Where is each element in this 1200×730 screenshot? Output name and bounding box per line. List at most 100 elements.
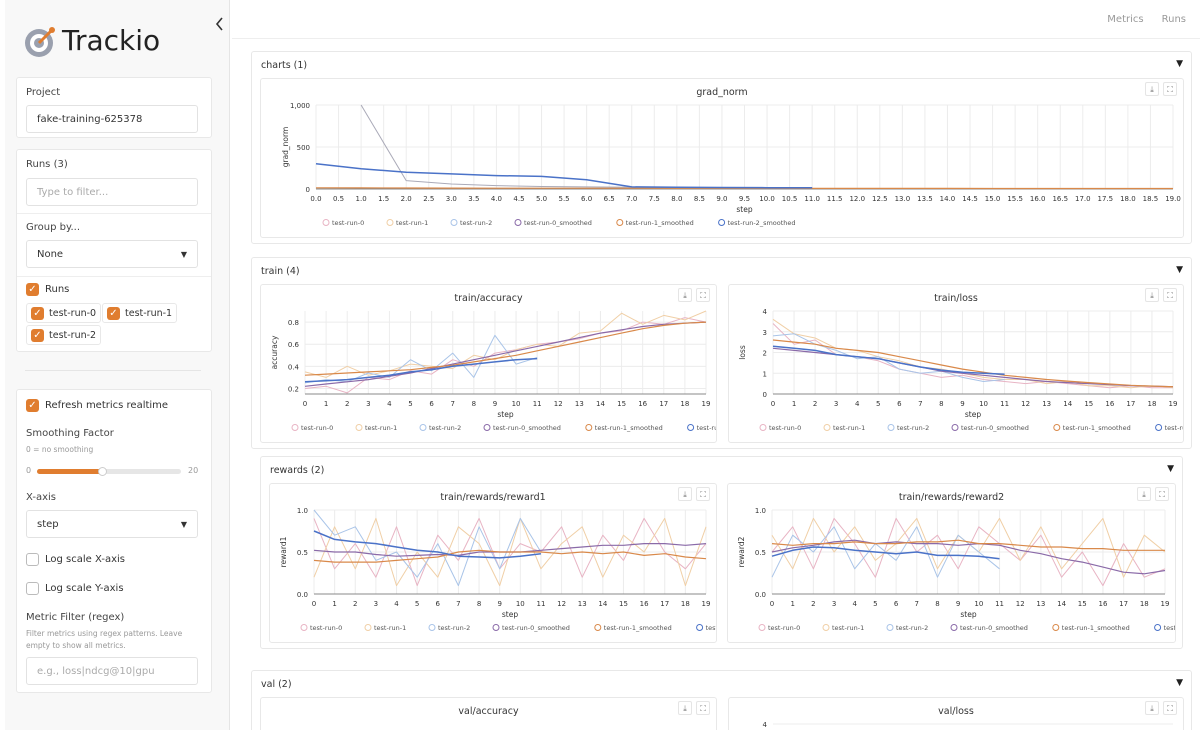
x-tick-label: 13 — [575, 400, 584, 408]
nav-runs[interactable]: Runs — [1161, 14, 1186, 25]
log-y-toggle[interactable]: Log scale Y-axis — [26, 582, 124, 595]
fullscreen-icon[interactable]: ⛶ — [1163, 701, 1177, 715]
chart-grad-norm: 0.0 0.5 1.0 1.5 2.0 2.5 3.0 3.5 4.0 4.5 5.0 5.5 6.0 6… — [281, 102, 1181, 227]
x-axis-label: step — [502, 610, 518, 619]
collapse-triangle-icon[interactable]: ▼ — [1167, 464, 1174, 474]
download-icon[interactable]: ⤓ — [678, 701, 692, 715]
metric-filter-placeholder: e.g., loss|ndcg@10|gpu — [37, 665, 155, 677]
legend-marker — [1155, 424, 1163, 431]
top-nav: Metrics Runs — [1107, 14, 1186, 25]
log-y-label: Log scale Y-axis — [45, 583, 124, 594]
divider — [25, 370, 201, 371]
x-tick-label: 10 — [979, 400, 988, 408]
x-tick-label: 17 — [659, 400, 668, 408]
smoothing-slider[interactable] — [37, 467, 181, 476]
refresh-label: Refresh metrics realtime — [45, 400, 169, 411]
legend-marker — [514, 219, 522, 226]
y-tick-label: 0.0 — [755, 591, 766, 599]
x-tick-label: 3.5 — [468, 195, 479, 203]
smoothing-slider-thumb[interactable] — [97, 467, 107, 476]
group-val-title[interactable]: val (2) — [261, 679, 292, 690]
fullscreen-icon[interactable]: ⛶ — [696, 288, 710, 302]
x-tick-label: 2 — [811, 600, 815, 608]
x-axis-label: step — [960, 610, 976, 619]
series-line-test-run-1_smoothed — [772, 339, 1174, 388]
log-x-toggle[interactable]: Log scale X-axis — [26, 553, 125, 566]
plot-reward2: train/rewards/reward2 ⤓ ⛶ 0 1 2 3 4 5 6 7 8 9 10 11 1… — [727, 483, 1176, 643]
group-by-select[interactable]: None ▼ — [26, 240, 198, 268]
x-tick-label: 6 — [429, 400, 434, 408]
nav-metrics[interactable]: Metrics — [1107, 14, 1144, 25]
legend-label: test-run-2 — [438, 624, 470, 632]
x-tick-label: 18 — [680, 400, 689, 408]
chart-train-loss: 0 1 2 3 4 5 6 7 8 9 10 11 12 13 14 15 16 17 18 1901234stepl… — [738, 308, 1183, 432]
fullscreen-icon[interactable]: ⛶ — [1155, 487, 1169, 501]
collapse-triangle-icon[interactable]: ▼ — [1176, 59, 1183, 69]
run-filter-input[interactable]: Type to filter... — [26, 178, 198, 206]
x-tick-label: 19 — [702, 600, 711, 608]
fullscreen-icon[interactable]: ⛶ — [1163, 288, 1177, 302]
metric-filter-input[interactable]: e.g., loss|ndcg@10|gpu — [26, 657, 198, 685]
run-chip-label: test-run-0 — [49, 307, 97, 319]
group-charts-title[interactable]: charts (1) — [261, 60, 308, 71]
legend-marker — [594, 624, 602, 631]
legend-label: test-run-1_smoothed — [1062, 624, 1130, 632]
group-rewards-title[interactable]: rewards (2) — [270, 465, 325, 476]
xaxis-select[interactable]: step ▼ — [26, 510, 198, 538]
legend-marker — [886, 624, 894, 631]
x-tick-label: 6 — [436, 600, 441, 608]
x-tick-label: 16 — [640, 600, 649, 608]
legend-marker — [696, 624, 704, 631]
checkbox-checked-icon: ✓ — [31, 306, 44, 320]
collapse-triangle-icon[interactable]: ▼ — [1176, 678, 1183, 688]
y-tick-label: 1 — [763, 370, 767, 378]
download-icon[interactable]: ⤓ — [1137, 487, 1151, 501]
x-tick-label: 7.5 — [649, 195, 660, 203]
x-tick-label: 4 — [855, 400, 860, 408]
x-tick-label: 3 — [366, 400, 370, 408]
refresh-toggle[interactable]: ✓ Refresh metrics realtime — [26, 399, 168, 412]
download-icon[interactable]: ⤓ — [678, 288, 692, 302]
run-chip-test-run-1[interactable]: ✓ test-run-1 — [102, 303, 178, 323]
metric-filter-title: Metric Filter (regex) — [26, 612, 125, 623]
series-line-test-run-2 — [304, 334, 538, 384]
y-axis-label: grad_norm — [281, 127, 290, 168]
legend-marker — [428, 624, 436, 631]
download-icon[interactable]: ⤓ — [1145, 288, 1159, 302]
x-tick-label: 8 — [472, 400, 476, 408]
y-axis-label: reward1 — [279, 536, 288, 567]
legend-marker — [291, 424, 299, 431]
x-tick-label: 10.5 — [782, 195, 798, 203]
fullscreen-icon[interactable]: ⛶ — [1163, 82, 1177, 96]
project-input[interactable]: fake-training-625378 — [26, 105, 198, 133]
collapse-sidebar-button[interactable] — [213, 16, 227, 32]
x-tick-label: 4 — [387, 400, 392, 408]
x-tick-label: 15 — [617, 400, 626, 408]
run-filter-placeholder: Type to filter... — [37, 186, 109, 198]
x-tick-label: 15.0 — [985, 195, 1001, 203]
run-chip-label: test-run-1 — [125, 307, 173, 319]
run-chip-test-run-0[interactable]: ✓ test-run-0 — [26, 303, 102, 323]
divider — [232, 38, 1200, 39]
checkbox-unchecked-icon — [26, 553, 39, 566]
download-icon[interactable]: ⤓ — [1145, 82, 1159, 96]
x-tick-label: 6 — [894, 600, 899, 608]
runs-toggle[interactable]: ✓ Runs — [26, 283, 69, 296]
download-icon[interactable]: ⤓ — [1145, 701, 1159, 715]
x-tick-label: 4.5 — [513, 195, 524, 203]
fullscreen-icon[interactable]: ⛶ — [696, 701, 710, 715]
group-by-label: Group by... — [26, 222, 80, 233]
fullscreen-icon[interactable]: ⛶ — [696, 487, 710, 501]
x-tick-label: 11 — [536, 600, 545, 608]
download-icon[interactable]: ⤓ — [678, 487, 692, 501]
xaxis-value: step — [37, 518, 59, 530]
collapse-triangle-icon[interactable]: ▼ — [1176, 265, 1183, 275]
run-chip-test-run-2[interactable]: ✓ test-run-2 — [26, 325, 102, 345]
y-tick-label: 2 — [763, 350, 767, 358]
smoothing-slider-fill — [37, 469, 102, 474]
legend-label: test-run-1 — [374, 624, 406, 632]
runs-toggle-label: Runs — [45, 284, 70, 295]
y-axis-label: accuracy — [270, 335, 279, 369]
group-train-title[interactable]: train (4) — [261, 266, 300, 277]
x-tick-label: 1 — [792, 400, 796, 408]
